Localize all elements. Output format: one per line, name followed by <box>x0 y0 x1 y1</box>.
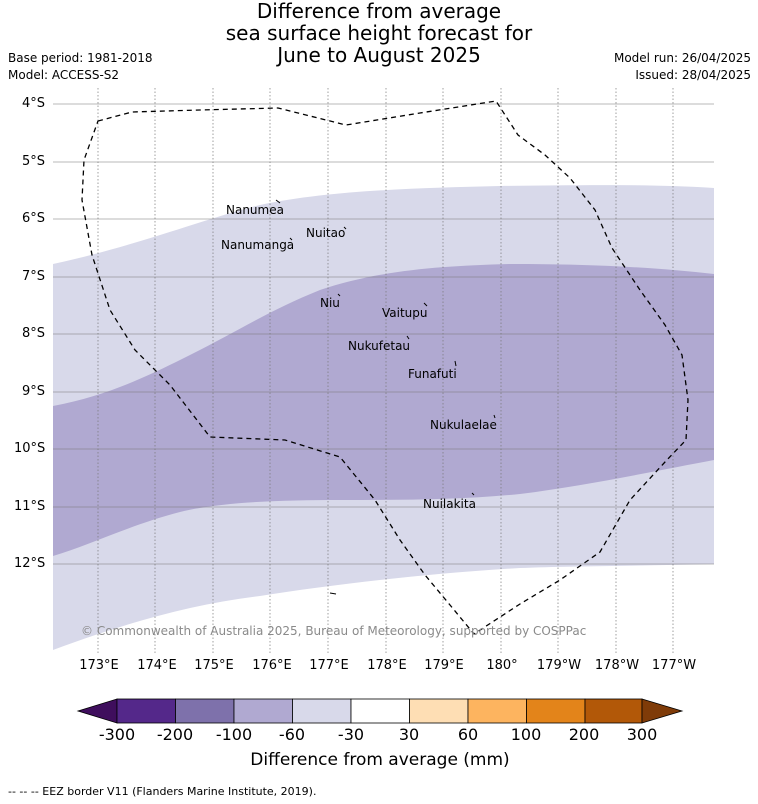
colorbar-tick-minus-30: -30 <box>337 725 365 744</box>
colorbar-bin-8 <box>526 698 586 724</box>
latitude-gridlines <box>53 103 714 565</box>
lat-label-9s: 9°S <box>22 384 46 399</box>
meta-left: Base period: 1981-2018 Model: ACCESS-S2 <box>8 50 153 84</box>
island-mark-nukulaelae <box>493 414 496 419</box>
island-mark-vaitupu <box>423 302 428 307</box>
lon-label-179e: 179°E <box>424 658 464 673</box>
lon-label-174e: 174°E <box>137 658 177 673</box>
title-line-1: Difference from average <box>256 0 502 23</box>
meta-right: Model run: 26/04/2025 Issued: 28/04/2025 <box>614 50 751 84</box>
colorbar-extend-high <box>641 698 684 724</box>
island-mark-nanumea <box>275 199 281 204</box>
colorbar-tick-300: 300 <box>626 725 658 744</box>
copyright-notice: © Commonwealth of Australia 2025, Bureau… <box>81 624 587 638</box>
colorbar-tick-30: 30 <box>398 725 420 744</box>
island-mark-nanumanga <box>289 237 293 241</box>
lat-label-5s: 5°S <box>22 154 46 169</box>
colorbar-tick-minus-200: -200 <box>156 725 194 744</box>
lon-label-178e: 178°E <box>367 658 407 673</box>
lon-label-177w: 177°W <box>651 658 697 673</box>
colorbar-label-text: Difference from average (mm) <box>250 750 510 770</box>
longitude-gridlines <box>97 88 674 655</box>
lon-label-179w: 179°W <box>536 658 582 673</box>
lon-label-176e: 176°E <box>252 658 292 673</box>
place-label-funafuti: Funafuti <box>408 367 457 381</box>
island-mark-niu <box>337 293 341 297</box>
lat-label-11s: 11°S <box>14 499 46 514</box>
lon-label-178w: 178°W <box>594 658 640 673</box>
colorbar-bin-3 <box>233 698 293 724</box>
colorbar-tick-100: 100 <box>510 725 542 744</box>
model-name: Model: ACCESS-S2 <box>8 68 120 82</box>
anomaly-band-medium <box>53 264 714 556</box>
place-label-nanumanga: Nanumanga <box>221 238 295 252</box>
colorbar-bin-1 <box>116 698 176 724</box>
lat-label-6s: 6°S <box>22 211 46 226</box>
place-label-nuilakita: Nuilakita <box>423 497 476 511</box>
colorbar-bin-5 <box>350 698 410 724</box>
place-label-nuitao: Nuitao <box>306 226 346 240</box>
model-run: Model run: 26/04/2025 <box>613 51 751 65</box>
place-label-niu: Niu <box>320 296 340 310</box>
lon-label-180: 180° <box>486 658 518 673</box>
map-title: Difference from average sea surface heig… <box>179 0 579 66</box>
colorbar-bin-9 <box>584 698 643 724</box>
place-label-vaitupu: Vaitupu <box>382 306 428 320</box>
island-mark-south <box>329 592 337 595</box>
island-mark-nuitao <box>343 226 347 230</box>
base-period: Base period: 1981-2018 <box>8 51 153 65</box>
island-mark-nuilakita <box>471 492 475 496</box>
lon-label-175e: 175°E <box>194 658 234 673</box>
colorbar-bin-2 <box>175 698 235 724</box>
island-mark-funafuti <box>454 360 457 367</box>
colorbar-bin-7 <box>467 698 527 724</box>
issued-date: Issued: 28/04/2025 <box>635 68 751 82</box>
island-marks <box>275 199 496 595</box>
lat-label-7s: 7°S <box>22 269 46 284</box>
title-line-2: sea surface height forecast for <box>225 21 533 45</box>
colorbar-tick-minus-300: -300 <box>98 725 136 744</box>
colorbar-bin-4 <box>292 698 352 724</box>
lon-label-173e: 173°E <box>79 658 119 673</box>
colorbar-label: Difference from average (mm) <box>0 750 758 770</box>
colorbar-bin-6 <box>409 698 469 724</box>
colorbar <box>76 698 684 724</box>
colorbar-extend-low <box>76 698 118 724</box>
place-label-nukulaelae: Nukulaelae <box>430 418 497 432</box>
eez-legend-note: -- -- -- EEZ border V11 (Flanders Marine… <box>8 785 317 798</box>
colorbar-tick-200: 200 <box>568 725 600 744</box>
colorbar-tick-minus-60: -60 <box>278 725 306 744</box>
lat-label-10s: 10°S <box>14 441 46 456</box>
lat-label-8s: 8°S <box>22 326 46 341</box>
lon-label-177e: 177°E <box>309 658 349 673</box>
title-line-3: June to August 2025 <box>277 43 481 67</box>
lat-label-4s: 4°S <box>22 96 46 111</box>
place-label-nanumea: Nanumea <box>226 203 284 217</box>
colorbar-tick-60: 60 <box>457 725 479 744</box>
place-label-nukufetau: Nukufetau <box>348 339 411 353</box>
island-mark-nukufetau <box>406 335 410 340</box>
colorbar-tick-minus-100: -100 <box>215 725 253 744</box>
lat-label-12s: 12°S <box>14 556 46 571</box>
